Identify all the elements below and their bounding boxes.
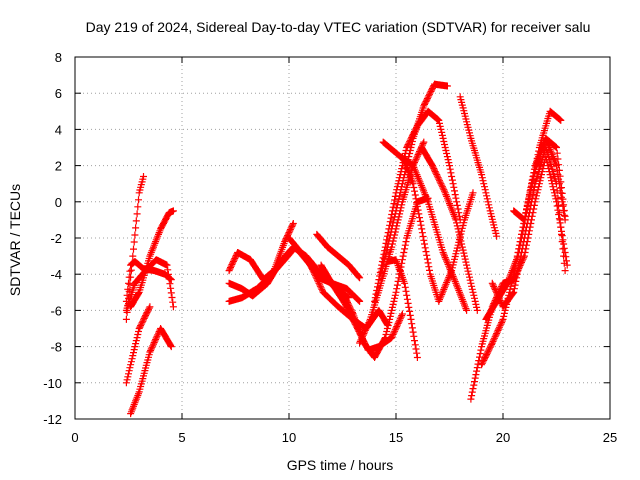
y-axis-label: SDTVAR / TECUs bbox=[7, 184, 23, 296]
y-tick-label: 8 bbox=[55, 50, 62, 65]
y-axis: -12 -10 -8 -6 -4 -2 0 2 4 6 8 bbox=[43, 50, 610, 427]
y-tick-label: -6 bbox=[50, 303, 62, 318]
data-markers bbox=[377, 80, 451, 278]
x-tick-label: 10 bbox=[282, 430, 296, 445]
y-tick-label: -4 bbox=[50, 267, 62, 282]
y-tick-label: 2 bbox=[55, 159, 62, 174]
series-arc18 bbox=[379, 138, 471, 314]
x-axis: 0 5 10 15 20 25 bbox=[71, 57, 617, 445]
x-tick-label: 5 bbox=[178, 430, 185, 445]
series-arc17 bbox=[383, 256, 421, 361]
series-arc25 bbox=[488, 144, 569, 311]
marks bbox=[122, 80, 571, 418]
y-tick-label: -12 bbox=[43, 412, 62, 427]
data-markers bbox=[398, 153, 477, 305]
data-markers bbox=[383, 256, 421, 361]
data-markers bbox=[127, 325, 175, 418]
y-tick-label: 4 bbox=[55, 122, 62, 137]
series-arc16 bbox=[377, 80, 451, 278]
data-markers bbox=[379, 138, 471, 314]
y-tick-label: 6 bbox=[55, 86, 62, 101]
series-arc4 bbox=[127, 207, 177, 311]
y-tick-label: -10 bbox=[43, 376, 62, 391]
y-tick-label: 0 bbox=[55, 195, 62, 210]
y-tick-label: -8 bbox=[50, 340, 62, 355]
chart-title: Day 219 of 2024, Sidereal Day-to-day VTE… bbox=[86, 19, 591, 35]
data-markers bbox=[456, 93, 501, 240]
series-arc6 bbox=[127, 325, 175, 418]
data-markers bbox=[478, 134, 569, 369]
series-arc26 bbox=[510, 134, 569, 224]
data-markers bbox=[313, 230, 364, 282]
data-markers bbox=[510, 134, 569, 224]
series-arc24 bbox=[478, 134, 569, 369]
series-arc21 bbox=[456, 93, 501, 240]
data-markers bbox=[122, 303, 154, 387]
x-axis-label: GPS time / hours bbox=[287, 457, 394, 473]
x-tick-label: 0 bbox=[71, 430, 78, 445]
data-markers bbox=[127, 207, 177, 311]
x-tick-label: 25 bbox=[603, 430, 617, 445]
series-arc19 bbox=[398, 153, 477, 305]
series-arc5 bbox=[122, 303, 154, 387]
data-markers bbox=[488, 144, 569, 311]
series-arc11 bbox=[313, 230, 364, 282]
x-tick-label: 20 bbox=[496, 430, 510, 445]
y-tick-label: -2 bbox=[50, 231, 62, 246]
series-arc20 bbox=[418, 144, 481, 314]
x-tick-label: 15 bbox=[389, 430, 403, 445]
data-markers bbox=[418, 144, 481, 314]
